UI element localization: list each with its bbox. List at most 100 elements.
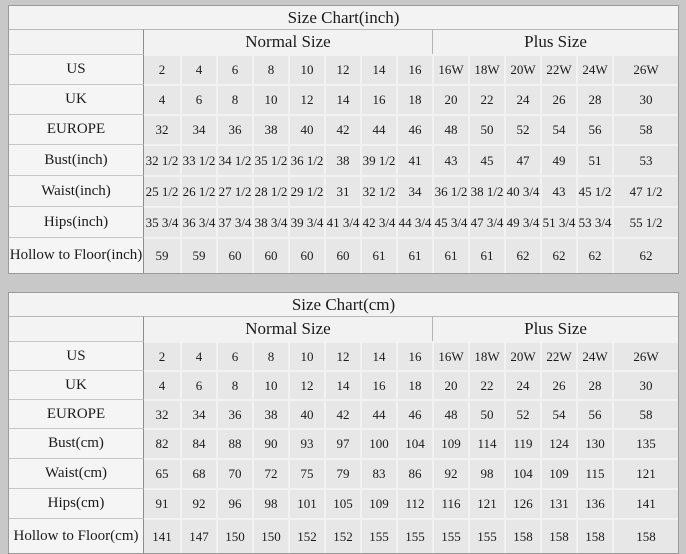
size-value-cell: 52 — [504, 399, 540, 428]
group-header-row: Normal Size Plus Size — [9, 29, 679, 54]
size-value-cell: 115 — [576, 458, 612, 488]
size-value-cell: 42 3/4 — [360, 206, 396, 237]
column-group-header: Plus Size — [432, 316, 679, 341]
size-value-cell: 82 — [144, 428, 180, 458]
size-value-cell: 62 — [540, 237, 576, 273]
size-value-cell: 62 — [504, 237, 540, 273]
size-table: Size Chart(cm) Normal Size Plus Size US 2 4 6 8… — [8, 292, 680, 554]
size-chart-title: Size Chart(inch) — [9, 6, 679, 29]
size-value-cell: 45 3/4 — [432, 206, 468, 237]
size-value-cell: 93 — [288, 428, 324, 458]
row-label: US — [9, 341, 144, 370]
size-value-cell: 2 — [144, 54, 180, 84]
size-value-cell: 55 1/2 — [612, 206, 679, 237]
size-value-cell: 38 — [252, 399, 288, 428]
corner-cell — [9, 316, 144, 341]
size-value-cell: 29 1/2 — [288, 175, 324, 206]
size-value-cell: 44 — [360, 399, 396, 428]
row-label: Bust(inch) — [9, 144, 144, 175]
size-value-cell: 100 — [360, 428, 396, 458]
size-value-cell: 49 — [540, 144, 576, 175]
size-value-cell: 27 1/2 — [216, 175, 252, 206]
size-value-cell: 90 — [252, 428, 288, 458]
size-value-cell: 45 1/2 — [576, 175, 612, 206]
size-value-cell: 10 — [252, 370, 288, 399]
size-value-cell: 26W — [612, 341, 679, 370]
size-value-cell: 10 — [252, 84, 288, 114]
size-value-cell: 35 3/4 — [144, 206, 180, 237]
row-label: Hips(cm) — [9, 488, 144, 518]
size-value-cell: 60 — [288, 237, 324, 273]
size-value-cell: 42 — [324, 114, 360, 144]
size-value-cell: 26 1/2 — [180, 175, 216, 206]
size-value-cell: 54 — [540, 399, 576, 428]
table-row: US 2 4 6 8 10 12 14 16 16W 18W 20W 22W 24W 26W — [9, 54, 679, 84]
size-value-cell: 16 — [396, 341, 432, 370]
size-value-cell: 47 1/2 — [612, 175, 679, 206]
size-value-cell: 18 — [396, 84, 432, 114]
size-value-cell: 46 — [396, 114, 432, 144]
table-body: Size Chart(cm) Normal Size Plus Size US 2 4 6 8… — [9, 293, 679, 553]
size-value-cell: 32 — [144, 399, 180, 428]
size-value-cell: 4 — [144, 84, 180, 114]
table-row: UK 4 6 8 10 12 14 16 18 20 22 24 26 28 30 — [9, 84, 679, 114]
corner-cell — [9, 29, 144, 54]
size-value-cell: 50 — [468, 399, 504, 428]
size-table: Size Chart(inch) Normal Size Plus Size US 2 4… — [8, 5, 680, 274]
size-value-cell: 38 1/2 — [468, 175, 504, 206]
size-value-cell: 158 — [504, 518, 540, 553]
size-value-cell: 22W — [540, 341, 576, 370]
title-row: Size Chart(cm) — [9, 293, 679, 316]
size-value-cell: 141 — [612, 488, 679, 518]
size-value-cell: 46 — [396, 399, 432, 428]
size-value-cell: 22W — [540, 54, 576, 84]
table-row: EUROPE 32 34 36 38 40 42 44 46 48 50 52 54 56 58 — [9, 399, 679, 428]
size-value-cell: 8 — [216, 370, 252, 399]
size-value-cell: 42 — [324, 399, 360, 428]
size-value-cell: 40 — [288, 399, 324, 428]
size-value-cell: 32 — [144, 114, 180, 144]
size-value-cell: 36 1/2 — [288, 144, 324, 175]
row-label: EUROPE — [9, 114, 144, 144]
size-value-cell: 20W — [504, 54, 540, 84]
title-row: Size Chart(inch) — [9, 6, 679, 29]
size-chart-inch: Size Chart(inch) Normal Size Plus Size US 2 4… — [8, 5, 680, 274]
table-row: Hips(cm) 91 92 96 98 101 105 109 112 116 121 126 131… — [9, 488, 679, 518]
size-value-cell: 14 — [324, 84, 360, 114]
size-value-cell: 39 3/4 — [288, 206, 324, 237]
size-value-cell: 18W — [468, 54, 504, 84]
size-value-cell: 4 — [180, 54, 216, 84]
size-value-cell: 44 3/4 — [396, 206, 432, 237]
size-value-cell: 155 — [432, 518, 468, 553]
column-group-header: Normal Size — [144, 29, 432, 54]
size-value-cell: 16W — [432, 341, 468, 370]
size-value-cell: 26 — [540, 370, 576, 399]
size-value-cell: 70 — [216, 458, 252, 488]
size-value-cell: 91 — [144, 488, 180, 518]
size-value-cell: 135 — [612, 428, 679, 458]
size-value-cell: 155 — [360, 518, 396, 553]
size-value-cell: 72 — [252, 458, 288, 488]
size-value-cell: 4 — [180, 341, 216, 370]
size-value-cell: 12 — [288, 370, 324, 399]
size-value-cell: 141 — [144, 518, 180, 553]
size-value-cell: 51 3/4 — [540, 206, 576, 237]
size-value-cell: 109 — [540, 458, 576, 488]
size-value-cell: 158 — [540, 518, 576, 553]
size-value-cell: 12 — [324, 54, 360, 84]
size-value-cell: 92 — [180, 488, 216, 518]
size-value-cell: 20W — [504, 341, 540, 370]
row-label: UK — [9, 370, 144, 399]
size-value-cell: 38 — [324, 144, 360, 175]
size-value-cell: 36 3/4 — [180, 206, 216, 237]
size-value-cell: 8 — [216, 84, 252, 114]
size-value-cell: 18 — [396, 370, 432, 399]
size-value-cell: 61 — [432, 237, 468, 273]
group-header-row: Normal Size Plus Size — [9, 316, 679, 341]
size-value-cell: 40 3/4 — [504, 175, 540, 206]
size-value-cell: 37 3/4 — [216, 206, 252, 237]
size-value-cell: 61 — [396, 237, 432, 273]
size-value-cell: 47 3/4 — [468, 206, 504, 237]
size-value-cell: 126 — [504, 488, 540, 518]
size-value-cell: 31 — [324, 175, 360, 206]
